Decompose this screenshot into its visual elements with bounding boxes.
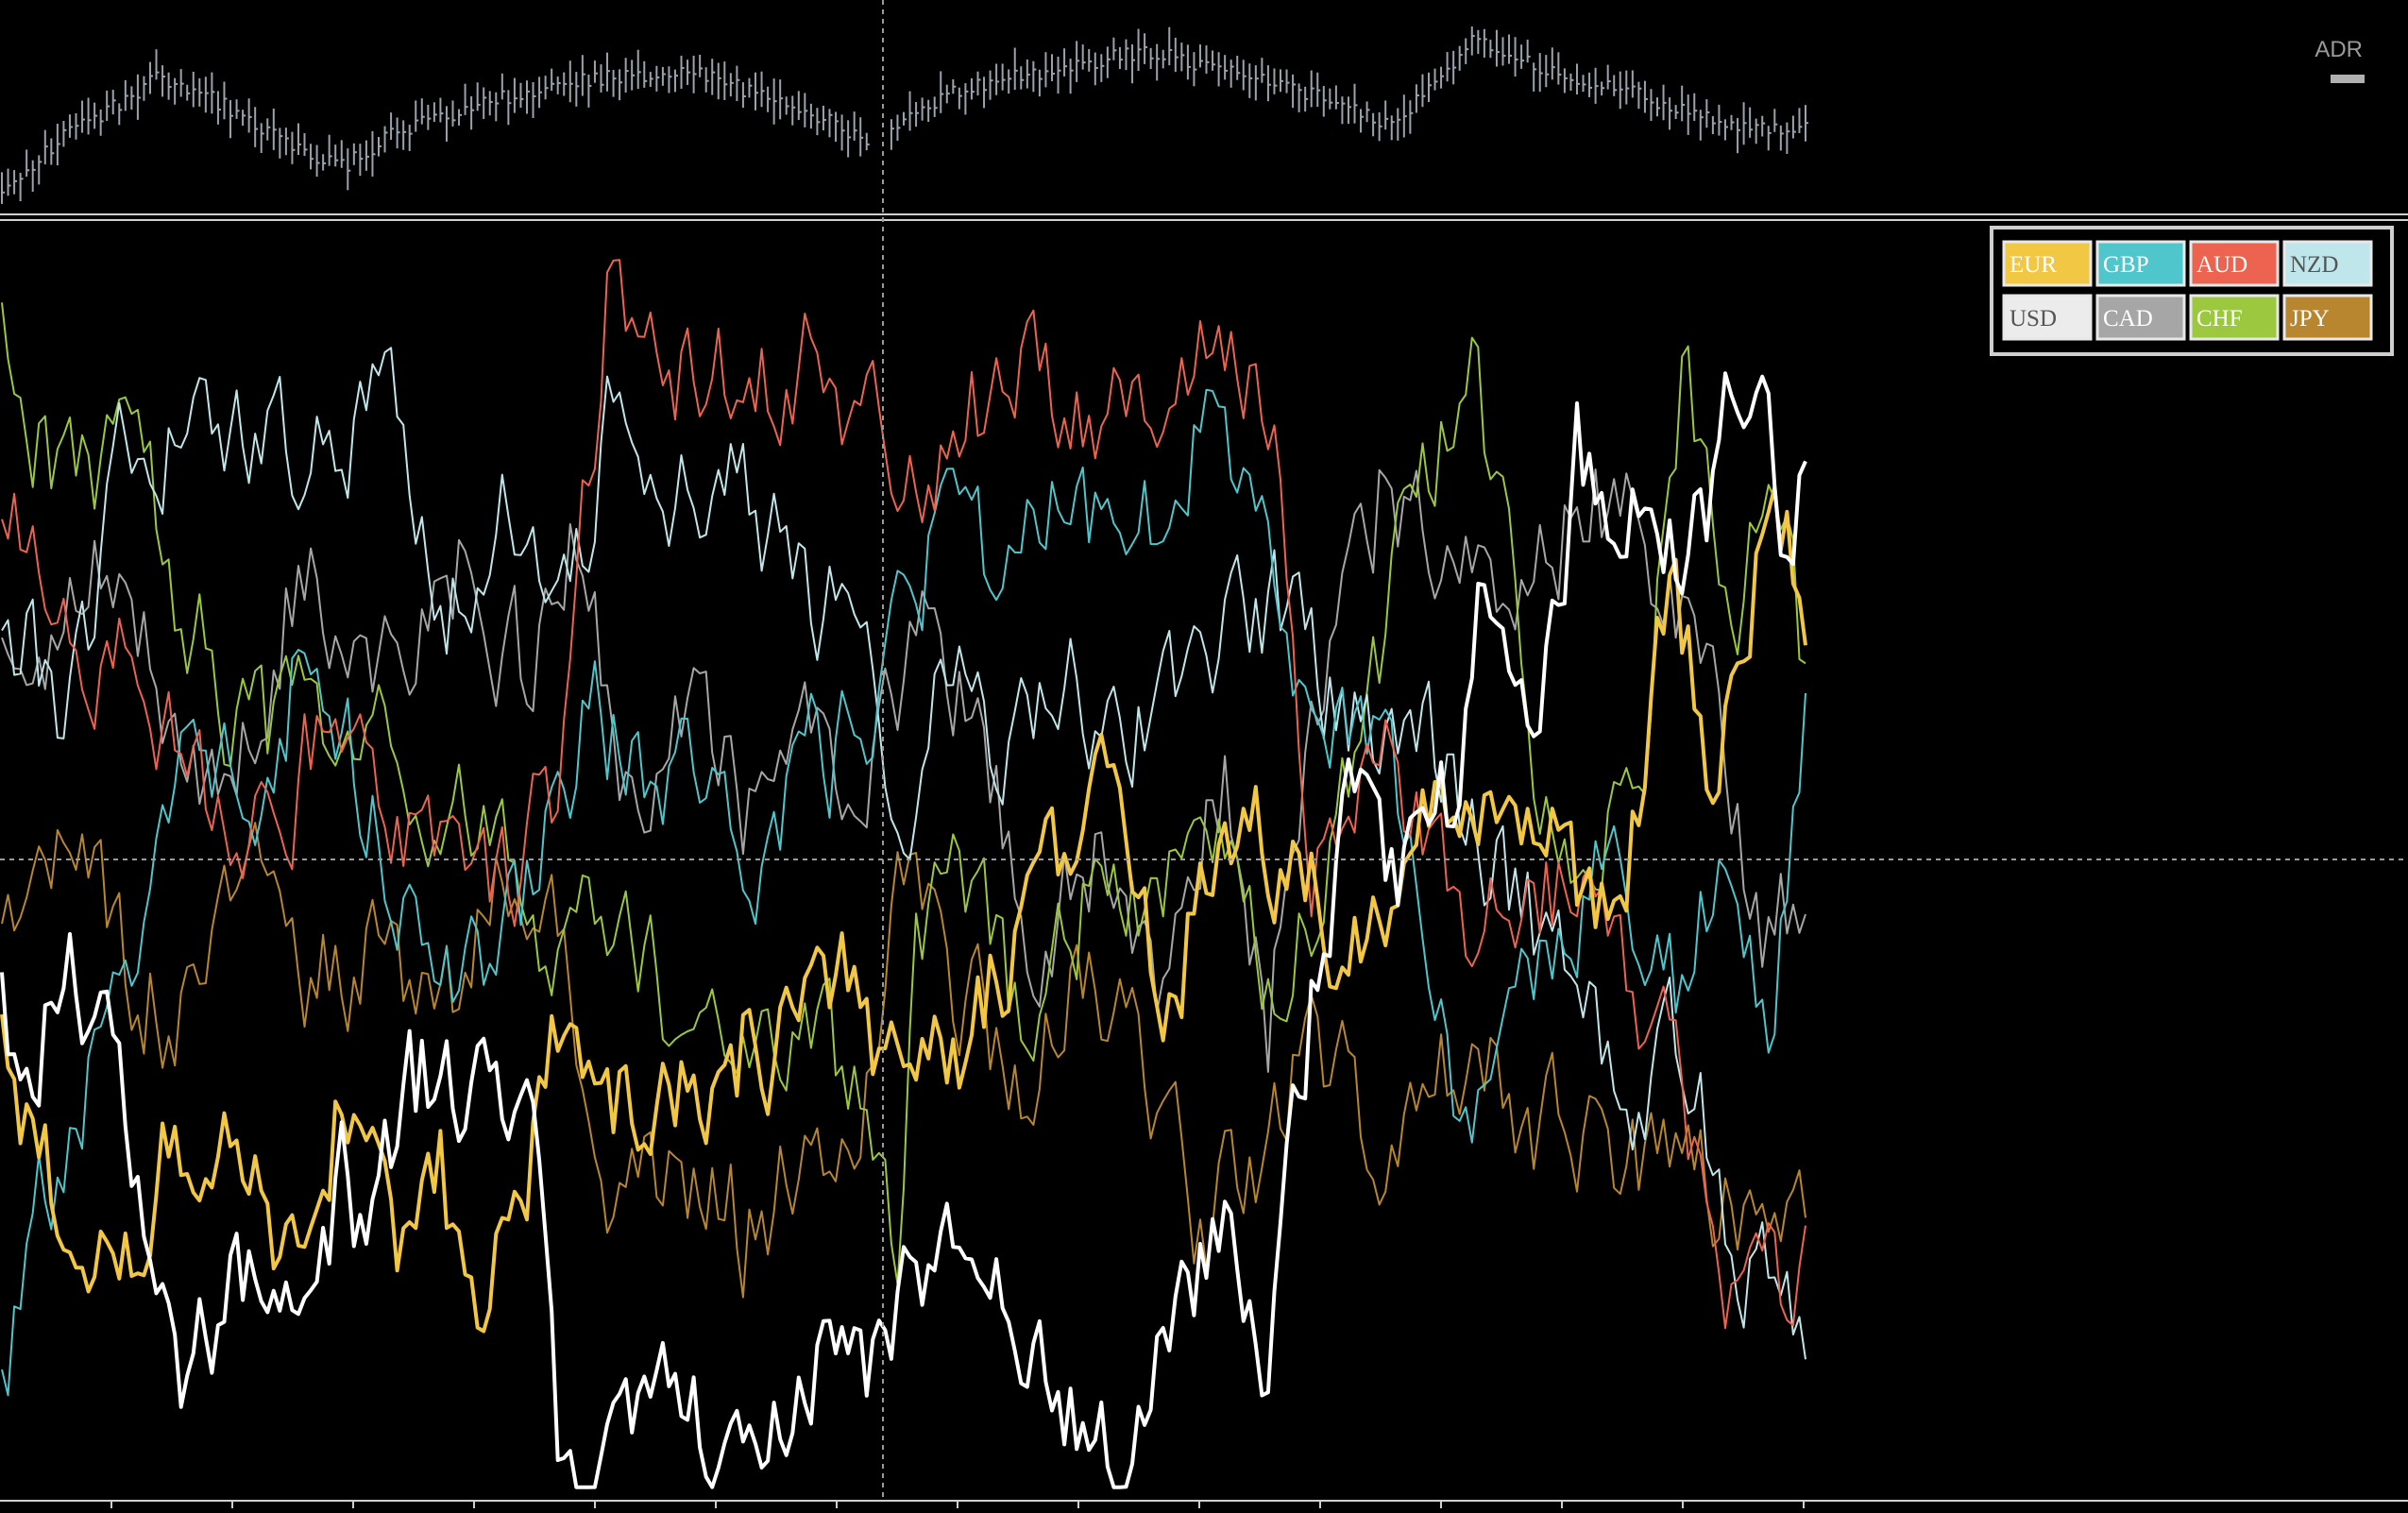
currency-legend: EUR GBP AUD NZD USD CAD CHF JPY (1990, 226, 2394, 356)
legend-swatch (2002, 240, 2093, 287)
legend-label: CHF (2196, 306, 2243, 332)
legend-swatch (2282, 240, 2373, 287)
legend-label: USD (2009, 306, 2057, 332)
legend-swatch (2095, 240, 2186, 287)
legend-item-aud[interactable]: AUD (2189, 240, 2280, 287)
legend-label: CAD (2103, 306, 2153, 332)
strength-line-usd (0, 371, 1807, 1489)
legend-swatch (2002, 294, 2093, 341)
legend-item-eur[interactable]: EUR (2002, 240, 2093, 287)
strength-line-eur (0, 484, 1807, 1334)
time-axis-ticks (110, 1501, 1805, 1508)
legend-item-jpy[interactable]: JPY (2282, 294, 2373, 341)
legend-item-nzd[interactable]: NZD (2282, 240, 2373, 287)
strength-line-cad (1, 468, 1806, 1073)
legend-swatch (2095, 294, 2186, 341)
legend-item-usd[interactable]: USD (2002, 294, 2093, 341)
strength-line-gbp (1, 388, 1806, 1397)
strength-line-jpy (1, 822, 1806, 1299)
strength-line-nzd (1, 347, 1806, 1360)
legend-label: AUD (2196, 252, 2247, 278)
legend-item-cad[interactable]: CAD (2095, 294, 2186, 341)
legend-swatch (2189, 240, 2280, 287)
legend-label: NZD (2290, 252, 2338, 278)
strength-lines-panel (0, 259, 1807, 1489)
adr-indicator-panel (1, 26, 1808, 204)
legend-swatch (2282, 294, 2373, 341)
adr-indicator-swatch (2331, 75, 2365, 83)
legend-label: GBP (2103, 252, 2149, 278)
strength-line-chf (1, 302, 1806, 1285)
adr-indicator-label: ADR (2315, 37, 2363, 62)
legend-item-chf[interactable]: CHF (2189, 294, 2280, 341)
legend-label: EUR (2009, 252, 2057, 278)
strength-line-aud (1, 259, 1806, 1330)
legend-label: JPY (2290, 306, 2330, 332)
legend-item-gbp[interactable]: GBP (2095, 240, 2186, 287)
legend-swatch (2189, 294, 2280, 341)
